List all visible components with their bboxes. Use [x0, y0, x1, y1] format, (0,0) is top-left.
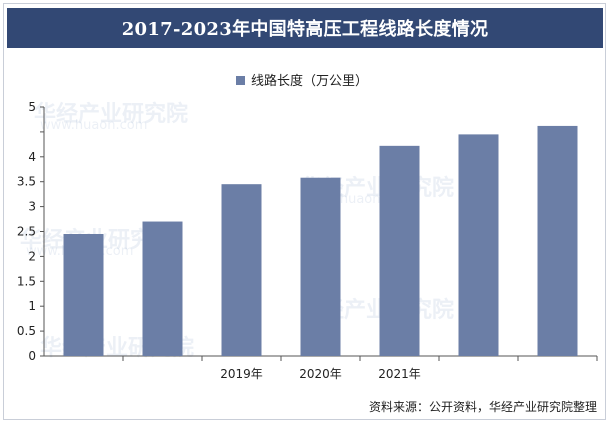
y-tick-label: 0.5 — [17, 324, 36, 338]
y-tick-label: 1 — [28, 299, 36, 313]
y-tick-label: 3 — [28, 200, 36, 214]
bar — [379, 145, 420, 356]
legend-swatch — [236, 76, 245, 85]
bar — [142, 221, 183, 356]
source-note: 资料来源：公开资料，华经产业研究院整理 — [368, 400, 597, 414]
y-tick-label: 2.5 — [17, 225, 36, 239]
x-tick-label: 2020年 — [299, 367, 342, 381]
y-tick-label: 1.5 — [17, 274, 36, 288]
y-tick-label: 5 — [28, 100, 36, 114]
y-tick-label: 2 — [28, 249, 36, 263]
chart-title-text: 2017-2023年中国特高压工程线路长度情况 — [121, 19, 489, 40]
bar — [221, 184, 262, 356]
bar — [537, 125, 578, 356]
legend-label: 线路长度（万公里） — [251, 73, 368, 89]
y-tick-label: 0 — [28, 349, 36, 363]
bar — [458, 134, 499, 356]
x-tick-label: 2019年 — [220, 367, 263, 381]
y-tick-label: 3.5 — [17, 175, 36, 189]
chart-title: 2017-2023年中国特高压工程线路长度情况 — [7, 8, 603, 48]
bar — [63, 233, 104, 356]
y-tick-label: 4 — [28, 150, 36, 164]
x-tick-label: 2021年 — [378, 367, 421, 381]
bar — [300, 177, 341, 356]
